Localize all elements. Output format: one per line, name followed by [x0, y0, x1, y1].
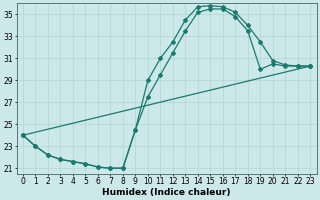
X-axis label: Humidex (Indice chaleur): Humidex (Indice chaleur) [102, 188, 231, 197]
